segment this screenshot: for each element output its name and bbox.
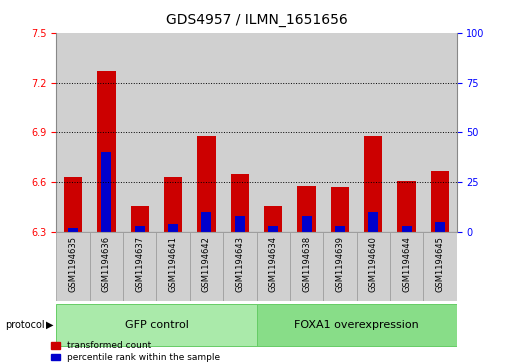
Bar [56, 232, 90, 301]
Text: FOXA1 overexpression: FOXA1 overexpression [294, 320, 419, 330]
Bar [302, 216, 311, 232]
Bar [368, 212, 378, 232]
Text: GFP control: GFP control [125, 320, 188, 330]
Bar [323, 232, 357, 301]
Bar [357, 232, 390, 301]
Bar [390, 232, 423, 301]
Bar [168, 224, 178, 232]
Text: GSM1194638: GSM1194638 [302, 236, 311, 292]
Bar [56, 33, 90, 232]
Bar [264, 206, 282, 232]
Bar [256, 33, 290, 232]
Text: GDS4957 / ILMN_1651656: GDS4957 / ILMN_1651656 [166, 13, 347, 27]
Text: GSM1194637: GSM1194637 [135, 236, 144, 292]
Bar [90, 33, 123, 232]
Text: GSM1194635: GSM1194635 [69, 236, 77, 292]
Bar [235, 216, 245, 232]
Bar [202, 212, 211, 232]
Bar [398, 181, 416, 232]
Bar [223, 33, 256, 232]
Bar [164, 178, 182, 232]
Bar [268, 227, 278, 232]
Bar [256, 232, 290, 301]
Bar [198, 136, 215, 232]
Bar [423, 33, 457, 232]
Text: GSM1194641: GSM1194641 [169, 236, 177, 291]
Bar [123, 232, 156, 301]
Bar [390, 33, 423, 232]
Bar [357, 33, 390, 232]
Bar [290, 33, 323, 232]
Text: protocol: protocol [5, 320, 45, 330]
Bar [90, 232, 123, 301]
Bar [156, 232, 190, 301]
Text: GSM1194634: GSM1194634 [269, 236, 278, 292]
Bar [290, 232, 323, 301]
Text: ▶: ▶ [46, 320, 54, 330]
Text: GSM1194642: GSM1194642 [202, 236, 211, 291]
Bar [123, 33, 156, 232]
Bar [435, 222, 445, 232]
Text: GSM1194643: GSM1194643 [235, 236, 244, 292]
Text: GSM1194645: GSM1194645 [436, 236, 444, 291]
Bar [331, 187, 349, 232]
Legend: transformed count, percentile rank within the sample: transformed count, percentile rank withi… [51, 342, 220, 362]
Bar [102, 152, 111, 232]
Bar [323, 33, 357, 232]
Bar [190, 33, 223, 232]
Text: GSM1194639: GSM1194639 [336, 236, 344, 292]
Bar [231, 174, 249, 232]
Bar [256, 303, 457, 346]
Text: GSM1194640: GSM1194640 [369, 236, 378, 291]
Bar [56, 303, 256, 346]
Bar [131, 206, 149, 232]
Text: GSM1194636: GSM1194636 [102, 236, 111, 292]
Bar [431, 171, 449, 232]
Bar [402, 227, 411, 232]
Bar [223, 232, 256, 301]
Bar [64, 178, 82, 232]
Bar [423, 232, 457, 301]
Text: GSM1194644: GSM1194644 [402, 236, 411, 291]
Bar [156, 33, 190, 232]
Bar [190, 232, 223, 301]
Bar [68, 228, 78, 232]
Bar [364, 136, 382, 232]
Bar [298, 186, 315, 232]
Bar [97, 71, 115, 232]
Bar [135, 227, 145, 232]
Bar [335, 227, 345, 232]
